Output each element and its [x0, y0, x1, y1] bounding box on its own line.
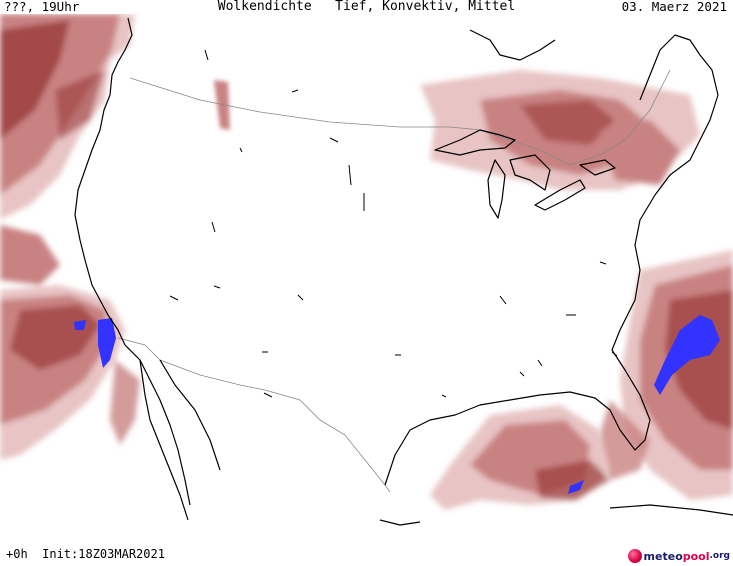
logo-text-meteo: meteo [643, 549, 683, 563]
cloud-region-west-pacific [0, 225, 140, 460]
convective-layer [74, 315, 720, 494]
lake-superior [434, 129, 516, 156]
forecast-time-label: ???, 19Uhr [4, 0, 80, 14]
cuba-coastline [609, 504, 733, 516]
coastlines [74, 17, 733, 526]
cloud-region-atlantic [595, 250, 733, 500]
cloud-density-map [0, 14, 733, 526]
forecast-date-label: 03. Maerz 2021 [621, 0, 727, 14]
cloud-region-gulf [430, 405, 610, 510]
yucatan-coastline [379, 519, 421, 526]
canada-coast-fragment [469, 29, 556, 61]
meteopool-logo-icon [627, 549, 642, 563]
cloud-region-pacific-northwest [0, 14, 135, 220]
convective-cell-california [98, 318, 116, 368]
baja-coastline [139, 359, 189, 521]
convective-cell-atlantic [654, 315, 720, 395]
lake-huron [509, 154, 551, 191]
lake-erie [534, 179, 586, 211]
mexico-us-border [117, 337, 391, 493]
gulf-of-california-coastline [159, 359, 221, 471]
east-gulf-coastline [384, 34, 719, 486]
logo-text-org: .org [709, 551, 730, 561]
convective-cell-gulf [568, 480, 584, 494]
cloud-layer [0, 14, 733, 510]
lake-ontario [579, 159, 616, 176]
inland-water-specks [169, 49, 618, 398]
cloud-region-interior-west [214, 80, 230, 130]
pacific-coastline [74, 17, 191, 506]
political-borders [117, 69, 671, 493]
canada-us-border [129, 69, 671, 166]
lake-michigan [487, 159, 506, 219]
logo-text-pool: pool [682, 549, 710, 563]
init-time-label: +0h Init:18Z03MAR2021 [6, 547, 165, 561]
meteopool-logo[interactable]: meteo pool .org [627, 549, 730, 563]
cloud-region-great-lakes [420, 70, 700, 190]
convective-cell-pacific [74, 320, 86, 330]
map-title: Wolkendichte Tief, Konvektiv, Mittel [217, 0, 516, 14]
